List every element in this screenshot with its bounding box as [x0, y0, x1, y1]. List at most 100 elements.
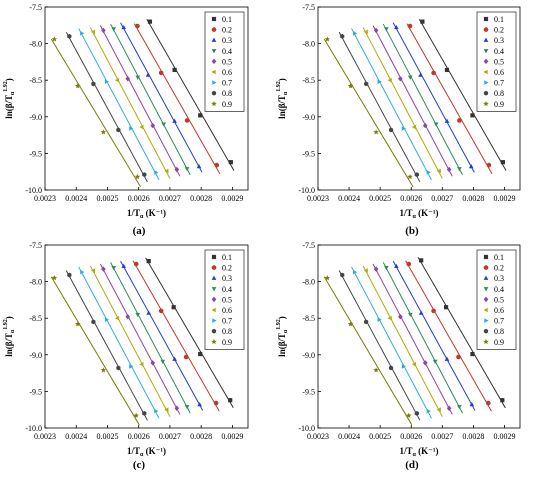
fit-line-series-0.1 [146, 18, 235, 171]
data-point-series-0.8 [388, 127, 394, 133]
x-tick-label: 0.0025 [369, 194, 391, 203]
legend-label: 0.8 [222, 89, 232, 98]
data-point-series-0.5 [398, 76, 403, 82]
y-axis-title-superscript: 1.92 [3, 81, 9, 92]
data-point-series-0.1 [470, 351, 475, 357]
data-point-series-0.8 [142, 410, 147, 416]
legend-label: 0.4 [494, 47, 504, 56]
x-tick-label: 0.0027 [431, 194, 453, 203]
x-tick-label: 0.0026 [128, 194, 150, 203]
fit-line-series-0.2 [406, 23, 493, 175]
data-point-series-0.2 [214, 162, 220, 168]
y-axis-title: ln(β/Tα1.92) [276, 78, 289, 119]
x-axis-title-unit: (K⁻¹) [416, 208, 439, 218]
panel-label: (c) [133, 459, 146, 471]
y-tick-label: -9.0 [29, 351, 42, 360]
x-tick-label: 0.0029 [493, 432, 515, 441]
legend-marker-0.3 [483, 275, 489, 280]
data-point-series-0.3 [394, 263, 399, 268]
legend-marker-0.2 [211, 265, 217, 270]
data-point-series-0.5 [150, 360, 156, 366]
data-point-series-0.1 [146, 259, 151, 264]
legend-marker-0.7 [484, 80, 489, 85]
data-point-series-0.5 [150, 122, 156, 129]
data-point-series-0.6 [90, 29, 96, 35]
x-tick-label: 0.0023 [34, 432, 56, 441]
data-point-series-0.1 [228, 398, 233, 403]
x-tick-label: 0.0024 [65, 432, 87, 441]
data-point-series-0.7 [129, 364, 134, 369]
legend-marker-0.5 [483, 58, 489, 65]
data-point-series-0.7 [401, 126, 406, 131]
legend-marker-0.6 [211, 307, 216, 313]
y-axis-title: ln(β/Tα1.92) [3, 316, 16, 357]
data-point-series-0.3 [197, 402, 202, 407]
data-point-series-0.4 [384, 27, 389, 32]
legend-marker-0.5 [211, 58, 217, 65]
legend-label: 0.5 [494, 57, 504, 66]
fit-line-series-0.9 [323, 276, 413, 426]
data-point-series-0.1 [444, 67, 450, 73]
fit-line-series-0.6 [89, 265, 171, 417]
fit-line-series-0.5 [372, 263, 453, 415]
legend-box [204, 11, 245, 112]
legend-marker-0.9 [483, 338, 489, 345]
x-tick-label: 0.0029 [493, 194, 515, 203]
data-point-series-0.3 [172, 118, 177, 123]
fit-line-series-0.8 [338, 270, 421, 421]
legend-label: 0.7 [494, 317, 504, 326]
data-point-series-0.4 [135, 312, 141, 318]
legend-label: 0.6 [222, 306, 232, 315]
fit-line-series-0.5 [99, 263, 181, 415]
legend-label: 0.8 [222, 327, 232, 336]
data-point-series-0.3 [394, 24, 399, 30]
y-axis-title: ln(β/Tα1.92) [3, 78, 16, 119]
x-tick-label: 0.0026 [400, 194, 422, 203]
x-tick-label: 0.0025 [96, 194, 118, 203]
legend-marker-0.1 [211, 16, 217, 22]
x-tick-label: 0.0027 [159, 194, 181, 203]
y-axis-title-subscript: α [10, 91, 16, 95]
panel-label: (a) [133, 225, 146, 237]
legend-label: 0.4 [494, 285, 504, 294]
data-point-series-0.8 [142, 172, 147, 178]
data-point-series-0.7 [154, 408, 159, 414]
legend-label: 0.1 [494, 253, 504, 262]
data-point-series-0.9 [405, 412, 412, 418]
data-point-series-0.3 [196, 164, 202, 169]
legend-marker-0.1 [483, 254, 489, 260]
data-point-series-0.7 [129, 126, 134, 131]
legend-label: 0.9 [222, 100, 232, 109]
data-point-series-0.1 [198, 113, 203, 118]
data-point-series-0.2 [213, 400, 219, 406]
data-point-series-0.9 [51, 36, 58, 42]
data-point-series-0.9 [100, 129, 107, 135]
legend-box [476, 249, 517, 350]
data-point-series-0.8 [340, 33, 345, 39]
legend-box [204, 249, 245, 350]
chart-panel: 0.0023 0.0024 0.0025 0.0026 0.0027 0.0028 0.00… [276, 241, 521, 458]
data-point-series-0.9 [347, 321, 354, 327]
y-axis-title-subscript: α [10, 329, 16, 333]
legend-marker-0.9 [211, 100, 217, 107]
y-tick-label: -7.5 [302, 241, 315, 250]
y-axis-title-main: ln(β/T [4, 333, 14, 357]
fit-line-series-0.9 [50, 38, 141, 188]
x-axis-title-subscript: α [412, 214, 416, 220]
data-point-series-0.4 [384, 266, 389, 271]
legend-marker-0.4 [211, 287, 217, 292]
x-tick-label: 0.0028 [190, 194, 212, 203]
x-axis-title-main: 1/T [399, 446, 412, 456]
chart-panel: 0.0023 0.0024 0.0025 0.0026 0.0027 0.0028 0.00… [276, 3, 521, 220]
plot-frame [317, 244, 521, 429]
y-tick-label: -10.0 [25, 186, 42, 195]
legend-label: 0.9 [222, 338, 232, 347]
data-point-series-0.4 [432, 359, 438, 364]
legend-label: 0.7 [494, 79, 504, 88]
y-tick-label: -8.5 [302, 314, 315, 323]
fit-line-series-0.1 [418, 18, 507, 171]
legend-label: 0.6 [494, 306, 504, 315]
data-point-series-0.7 [426, 408, 431, 414]
legend-label: 0.6 [494, 68, 504, 77]
